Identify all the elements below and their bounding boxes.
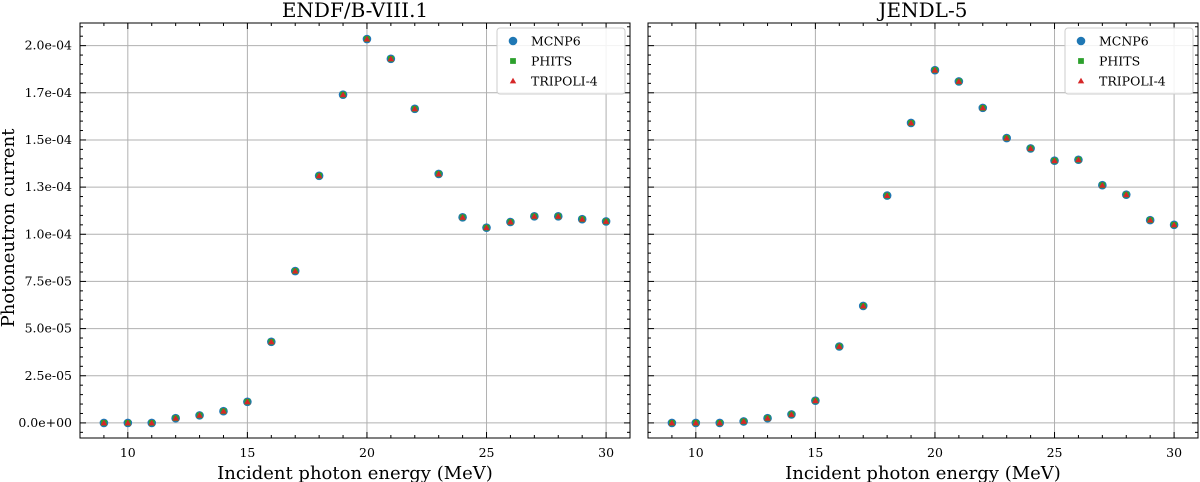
data-point-tripoli-4 [220, 407, 227, 414]
chart-title: ENDF/B-VIII.1 [282, 0, 428, 22]
data-point-tripoli-4 [1123, 191, 1130, 198]
data-point-tripoli-4 [1146, 216, 1154, 223]
data-point-tripoli-4 [363, 35, 371, 42]
data-point-tripoli-4 [883, 192, 891, 199]
x-tick-label: 30 [1166, 445, 1182, 460]
data-point-tripoli-4 [740, 418, 747, 424]
data-point-tripoli-4 [315, 172, 323, 179]
y-tick-label: 1.7e-04 [25, 85, 72, 100]
x-tick-label: 25 [1047, 445, 1063, 460]
data-point-tripoli-4 [387, 55, 395, 62]
data-point-tripoli-4 [1051, 157, 1058, 164]
data-point-tripoli-4 [100, 419, 108, 426]
data-point-tripoli-4 [764, 414, 771, 421]
data-point-tripoli-4 [531, 213, 538, 219]
legend: MCNP6 PHITS TRIPOLI-4 [496, 27, 626, 95]
legend-label-mcnp6: MCNP6 [531, 34, 581, 49]
data-point-tripoli-4 [435, 170, 442, 177]
x-tick-label: 20 [927, 445, 943, 460]
legend-marker-mcnp6 [508, 36, 518, 46]
legend-box [1064, 27, 1194, 95]
figure-y-axis-label: Photoneutron current [0, 128, 19, 328]
data-point-tripoli-4 [788, 411, 795, 417]
y-tick-label: 1.0e-04 [25, 226, 72, 241]
y-tick-label: 2.5e-05 [25, 368, 72, 383]
x-axis-label: Incident photon energy (MeV) [785, 463, 1061, 482]
data-point-tripoli-4 [836, 343, 843, 349]
data-point-tripoli-4 [602, 218, 610, 224]
data-point-tripoli-4 [291, 267, 299, 274]
data-point-tripoli-4 [339, 91, 347, 98]
x-tick-label: 15 [807, 445, 823, 460]
data-point-tripoli-4 [1027, 145, 1034, 151]
y-tick-label: 1.3e-04 [25, 179, 72, 194]
legend-box [496, 27, 626, 95]
data-point-tripoli-4 [483, 224, 490, 231]
chart-panel-endf: 10 15 20 25 30 0.0e+00 2.5e-05 5.0e-05 7.5e-05 1.… [18, 0, 631, 482]
data-point-tripoli-4 [1003, 134, 1010, 141]
data-point-tripoli-4 [859, 302, 867, 309]
legend-label-phits: PHITS [531, 54, 572, 69]
data-point-tripoli-4 [979, 104, 987, 111]
data-point-tripoli-4 [172, 414, 179, 421]
data-point-tripoli-4 [931, 66, 939, 73]
x-tick-label: 30 [598, 445, 614, 460]
data-point-tripoli-4 [1170, 221, 1178, 228]
x-tick-label: 10 [688, 445, 704, 460]
data-point-tripoli-4 [955, 78, 963, 84]
y-tick-label: 2.0e-04 [25, 38, 72, 53]
x-tick-label: 20 [359, 445, 375, 460]
legend-label-tripoli-4: TRIPOLI-4 [531, 74, 598, 89]
x-tick-label: 15 [239, 445, 255, 460]
data-point-tripoli-4 [1099, 181, 1106, 188]
data-point-tripoli-4 [459, 214, 466, 220]
data-point-tripoli-4 [124, 419, 132, 426]
legend-label-phits: PHITS [1099, 54, 1140, 69]
y-tick-label: 7.5e-05 [25, 273, 72, 288]
chart-panel-jendl: 10 15 20 25 30 JENDL-5 Incident photon energy … [647, 0, 1199, 482]
legend-marker-mcnp6 [1076, 36, 1086, 46]
y-tick-label: 5.0e-05 [25, 321, 72, 336]
plot-frame [79, 22, 631, 439]
data-point-tripoli-4 [507, 218, 514, 225]
data-point-tripoli-4 [1075, 156, 1082, 163]
data-point-tripoli-4 [196, 412, 203, 418]
data-point-tripoli-4 [578, 215, 586, 222]
data-point-tripoli-4 [812, 397, 819, 404]
data-point-tripoli-4 [692, 419, 700, 426]
x-axis-label: Incident photon energy (MeV) [217, 463, 493, 482]
data-point-tripoli-4 [907, 119, 915, 126]
chart-title: JENDL-5 [877, 0, 968, 22]
legend-marker-tripoli-4 [1077, 77, 1085, 84]
legend-marker-phits [510, 58, 516, 64]
data-point-tripoli-4 [148, 419, 155, 426]
y-tick-label: 0.0e+00 [18, 415, 72, 430]
legend: MCNP6 PHITS TRIPOLI-4 [1064, 27, 1194, 95]
data-point-tripoli-4 [268, 338, 275, 345]
plot-frame [647, 22, 1199, 439]
x-tick-label: 10 [120, 445, 136, 460]
legend-label-tripoli-4: TRIPOLI-4 [1099, 74, 1166, 89]
data-point-tripoli-4 [411, 105, 419, 112]
legend-marker-phits [1078, 58, 1084, 64]
legend-marker-tripoli-4 [509, 77, 517, 84]
data-point-tripoli-4 [555, 213, 562, 219]
data-point-tripoli-4 [716, 419, 723, 426]
data-point-tripoli-4 [668, 419, 676, 426]
legend-label-mcnp6: MCNP6 [1099, 34, 1149, 49]
x-tick-label: 25 [479, 445, 495, 460]
data-point-tripoli-4 [244, 398, 251, 405]
y-tick-label: 1.5e-04 [25, 132, 72, 147]
